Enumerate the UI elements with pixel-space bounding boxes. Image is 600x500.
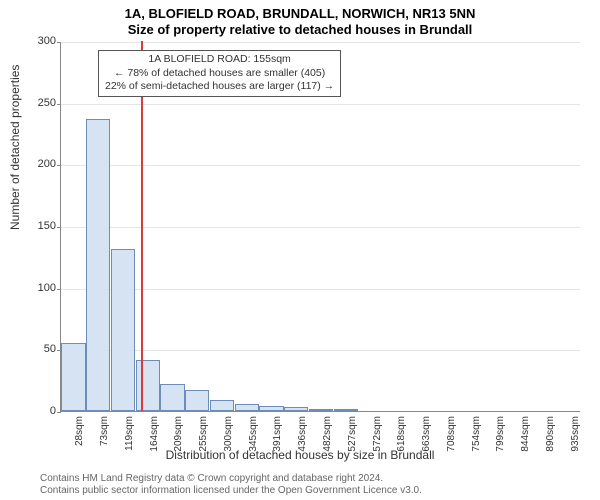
xtick-label: 572sqm	[372, 416, 383, 456]
xtick-label: 436sqm	[297, 416, 308, 456]
ytick	[57, 289, 61, 290]
chart-plot-area	[60, 42, 580, 412]
ytick	[57, 165, 61, 166]
grid-line	[61, 42, 580, 43]
xtick-label: 73sqm	[99, 416, 110, 456]
histogram-bar	[185, 390, 209, 411]
ytick-label: 250	[16, 97, 56, 109]
y-axis-label: Number of detached properties	[8, 65, 22, 230]
xtick-label: 164sqm	[149, 416, 160, 456]
xtick-label: 482sqm	[322, 416, 333, 456]
footer-line-1: Contains HM Land Registry data © Crown c…	[40, 473, 383, 484]
ytick	[57, 42, 61, 43]
xtick-label: 708sqm	[446, 416, 457, 456]
ytick-label: 200	[16, 158, 56, 170]
ytick	[57, 104, 61, 105]
xtick-label: 391sqm	[272, 416, 283, 456]
xtick-label: 618sqm	[396, 416, 407, 456]
histogram-bar	[259, 406, 283, 411]
grid-line	[61, 289, 580, 290]
ytick-label: 100	[16, 282, 56, 294]
xtick-label: 935sqm	[570, 416, 581, 456]
histogram-bar	[284, 407, 308, 411]
chart-container: 1A, BLOFIELD ROAD, BRUNDALL, NORWICH, NR…	[0, 0, 600, 500]
xtick-label: 119sqm	[124, 416, 135, 456]
chart-title-main: 1A, BLOFIELD ROAD, BRUNDALL, NORWICH, NR…	[0, 6, 600, 21]
ytick	[57, 227, 61, 228]
xtick-label: 527sqm	[347, 416, 358, 456]
xtick-label: 799sqm	[495, 416, 506, 456]
callout-box: 1A BLOFIELD ROAD: 155sqm← 78% of detache…	[98, 50, 341, 97]
ytick	[57, 412, 61, 413]
ytick-label: 0	[16, 405, 56, 417]
grid-line	[61, 104, 580, 105]
xtick-label: 890sqm	[545, 416, 556, 456]
histogram-bar	[136, 360, 160, 411]
ytick-label: 300	[16, 35, 56, 47]
grid-line	[61, 227, 580, 228]
histogram-bar	[86, 119, 110, 411]
histogram-bar	[334, 409, 358, 411]
histogram-bar	[61, 343, 85, 411]
xtick-label: 663sqm	[421, 416, 432, 456]
xtick-label: 754sqm	[471, 416, 482, 456]
footer-line-2: Contains public sector information licen…	[40, 485, 422, 496]
callout-line: 1A BLOFIELD ROAD: 155sqm	[105, 53, 334, 67]
histogram-bar	[210, 400, 234, 411]
histogram-bar	[309, 409, 333, 411]
grid-line	[61, 350, 580, 351]
grid-line	[61, 165, 580, 166]
histogram-bar	[160, 384, 184, 411]
xtick-label: 300sqm	[223, 416, 234, 456]
xtick-label: 345sqm	[248, 416, 259, 456]
histogram-bar	[111, 249, 135, 411]
callout-line: 22% of semi-detached houses are larger (…	[105, 80, 334, 94]
ytick-label: 150	[16, 220, 56, 232]
xtick-label: 28sqm	[74, 416, 85, 456]
histogram-bar	[235, 404, 259, 411]
xtick-label: 844sqm	[520, 416, 531, 456]
xtick-label: 255sqm	[198, 416, 209, 456]
ytick-label: 50	[16, 343, 56, 355]
chart-title-sub: Size of property relative to detached ho…	[0, 22, 600, 37]
callout-line: ← 78% of detached houses are smaller (40…	[105, 67, 334, 81]
xtick-label: 209sqm	[173, 416, 184, 456]
